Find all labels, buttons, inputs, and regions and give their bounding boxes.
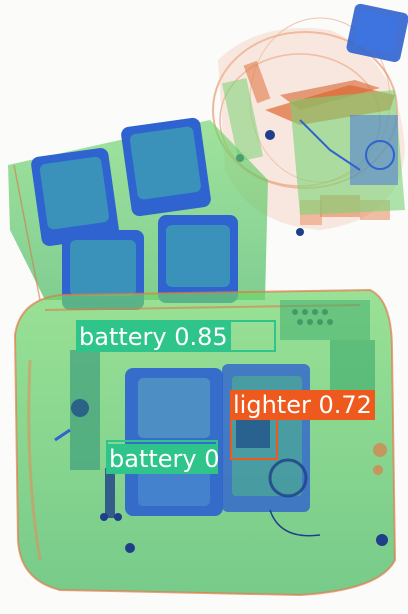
battery-tray bbox=[8, 117, 268, 310]
detection-box-lighter bbox=[230, 418, 278, 460]
detection-label-battery: battery 0.85 bbox=[76, 322, 231, 352]
detection-label-battery-lower: battery 0.80 bbox=[106, 444, 218, 474]
detection-label-lighter: lighter 0.72 bbox=[230, 390, 375, 420]
